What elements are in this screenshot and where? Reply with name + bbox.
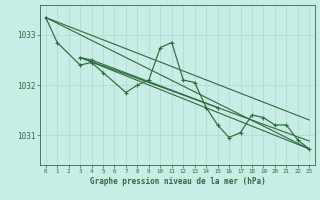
X-axis label: Graphe pression niveau de la mer (hPa): Graphe pression niveau de la mer (hPa) — [90, 177, 265, 186]
